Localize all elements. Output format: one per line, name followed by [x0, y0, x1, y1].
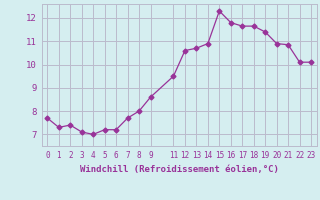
X-axis label: Windchill (Refroidissement éolien,°C): Windchill (Refroidissement éolien,°C)	[80, 165, 279, 174]
